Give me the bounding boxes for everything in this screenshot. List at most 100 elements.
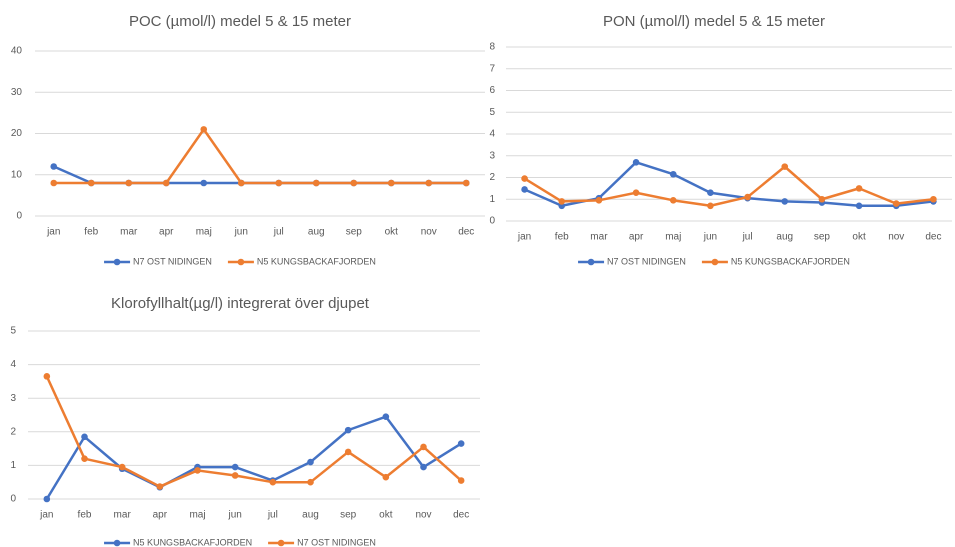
x-tick-label: jan	[517, 232, 531, 243]
x-tick-label: feb	[84, 227, 98, 238]
point	[307, 458, 314, 466]
point	[200, 126, 208, 133]
point	[420, 463, 427, 471]
y-tick-label: 1	[10, 460, 16, 471]
chart-title: PON (µmol/l) medel 5 & 15 meter	[603, 13, 825, 30]
y-tick-label: 3	[489, 150, 495, 161]
chart-title: Klorofyllhalt(µg/l) integrerat över djup…	[111, 295, 370, 312]
point	[81, 433, 88, 441]
point	[156, 483, 164, 490]
x-tick-label: jun	[234, 227, 248, 238]
x-tick-label: sep	[346, 227, 363, 238]
x-tick-label: aug	[776, 232, 793, 243]
legend-marker	[113, 258, 121, 266]
point	[558, 198, 566, 205]
point	[237, 179, 245, 187]
y-tick-label: 4	[10, 359, 16, 370]
point	[50, 163, 58, 170]
x-tick-label: nov	[421, 227, 437, 238]
legend-marker	[587, 258, 595, 266]
y-tick-label: 7	[489, 63, 495, 74]
x-tick-label: mar	[114, 510, 132, 521]
chart-title: POC (µmol/l) medel 5 & 15 meter	[129, 13, 351, 30]
legend-item: N7 OST NIDINGEN	[268, 537, 376, 547]
x-tick-label: sep	[814, 232, 831, 243]
point	[162, 179, 170, 187]
x-tick-label: jan	[39, 510, 53, 521]
x-tick-label: dec	[453, 510, 469, 521]
point	[194, 467, 201, 474]
point	[312, 179, 320, 187]
point	[595, 197, 603, 204]
legend-item: N5 KUNGSBACKAFJORDEN	[701, 256, 850, 266]
x-tick-label: nov	[888, 232, 904, 243]
legend-label: N7 OST NIDINGEN	[297, 537, 376, 547]
x-tick-label: okt	[379, 510, 393, 521]
point	[382, 473, 390, 481]
legend-label: N5 KUNGSBACKAFJORDEN	[731, 256, 850, 266]
point	[669, 197, 677, 204]
point	[81, 455, 88, 462]
x-tick-label: jun	[227, 510, 241, 521]
point	[344, 426, 352, 434]
legend-label: N7 OST NIDINGEN	[133, 256, 212, 266]
legend-item: N7 OST NIDINGEN	[104, 256, 212, 266]
legend-label: N5 KUNGSBACKAFJORDEN	[133, 537, 252, 547]
x-tick-label: feb	[555, 232, 569, 243]
point	[275, 179, 283, 187]
x-tick-label: jan	[46, 227, 60, 238]
point	[669, 170, 677, 178]
y-tick-label: 4	[489, 129, 495, 140]
point	[457, 477, 465, 484]
point	[818, 195, 826, 203]
x-tick-label: apr	[159, 227, 174, 238]
y-tick-label: 20	[11, 128, 23, 139]
x-tick-label: dec	[458, 227, 474, 238]
x-tick-label: maj	[196, 227, 212, 238]
y-tick-label: 5	[489, 107, 495, 118]
point	[892, 200, 900, 207]
y-tick-label: 5	[10, 326, 16, 337]
x-tick-label: sep	[340, 510, 357, 521]
point	[387, 179, 395, 187]
y-tick-label: 2	[489, 172, 495, 183]
point	[344, 448, 352, 456]
series-line	[53, 128, 467, 185]
x-tick-label: jun	[703, 232, 717, 243]
point	[307, 478, 314, 486]
legend-item: N7 OST NIDINGEN	[578, 256, 686, 266]
point	[350, 179, 358, 187]
x-tick-label: okt	[385, 227, 399, 238]
point	[855, 202, 863, 210]
x-tick-label: jul	[273, 227, 284, 238]
point	[382, 413, 390, 420]
y-tick-label: 10	[11, 169, 23, 180]
point	[781, 163, 789, 170]
x-tick-label: okt	[852, 232, 866, 243]
point	[781, 198, 789, 205]
x-tick-label: apr	[629, 232, 644, 243]
point	[420, 443, 427, 451]
series-line	[523, 165, 934, 208]
point	[231, 463, 239, 471]
x-tick-label: mar	[590, 232, 608, 243]
x-tick-label: maj	[665, 232, 681, 243]
legend-label: N5 KUNGSBACKAFJORDEN	[257, 256, 376, 266]
y-tick-label: 2	[10, 426, 16, 437]
legend-marker	[113, 539, 121, 547]
point	[521, 175, 528, 182]
y-tick-label: 1	[489, 194, 495, 205]
point	[87, 179, 95, 187]
y-tick-label: 3	[10, 393, 16, 404]
legend-label: N7 OST NIDINGEN	[607, 256, 686, 266]
x-tick-label: jul	[742, 232, 753, 243]
x-tick-label: nov	[415, 510, 431, 521]
point	[425, 179, 433, 187]
point	[855, 185, 863, 192]
point	[632, 189, 640, 197]
y-tick-label: 6	[489, 85, 495, 96]
point	[50, 179, 58, 187]
x-tick-label: aug	[308, 227, 325, 238]
point	[269, 478, 277, 486]
y-tick-label: 0	[16, 211, 22, 222]
